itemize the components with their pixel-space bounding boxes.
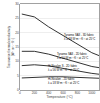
svg-text:0: 0 (17, 88, 19, 92)
svg-text:Tyranno SA3 - 2D fabricλ = 50: Tyranno SA3 - 2D fabricλ = 50 W·m⁻¹·K⁻¹ … (57, 52, 88, 60)
svg-text:Temperature (°C): Temperature (°C) (46, 95, 72, 99)
svg-text:1000: 1000 (88, 91, 95, 95)
svg-text:10: 10 (15, 59, 19, 63)
svg-text:400: 400 (46, 91, 52, 95)
svg-text:Tyranno SA3 - 3D fabricλ = 68: Tyranno SA3 - 3D fabricλ = 68 W·m⁻¹·K⁻¹ … (64, 33, 95, 41)
svg-text:Hi-Nicalon S - 2D fabricλ = 56: Hi-Nicalon S - 2D fabricλ = 56 W·m⁻¹·K⁻¹… (48, 64, 79, 72)
svg-text:600: 600 (60, 91, 66, 95)
svg-text:25: 25 (15, 16, 19, 20)
svg-text:15: 15 (15, 45, 19, 49)
svg-text:5: 5 (17, 74, 19, 78)
svg-text:Transverse thermal conductivit: Transverse thermal conductivity(W · m⁻¹ … (7, 25, 15, 68)
svg-text:200: 200 (32, 91, 38, 95)
svg-text:20: 20 (15, 31, 19, 35)
svg-text:0: 0 (19, 91, 21, 95)
svg-text:Hi-Nicalon - 2D fabricλ = 18 W: Hi-Nicalon - 2D fabricλ = 18 W·m⁻¹·K⁻¹ a… (48, 77, 79, 85)
svg-text:30: 30 (15, 2, 19, 6)
svg-text:800: 800 (75, 91, 81, 95)
